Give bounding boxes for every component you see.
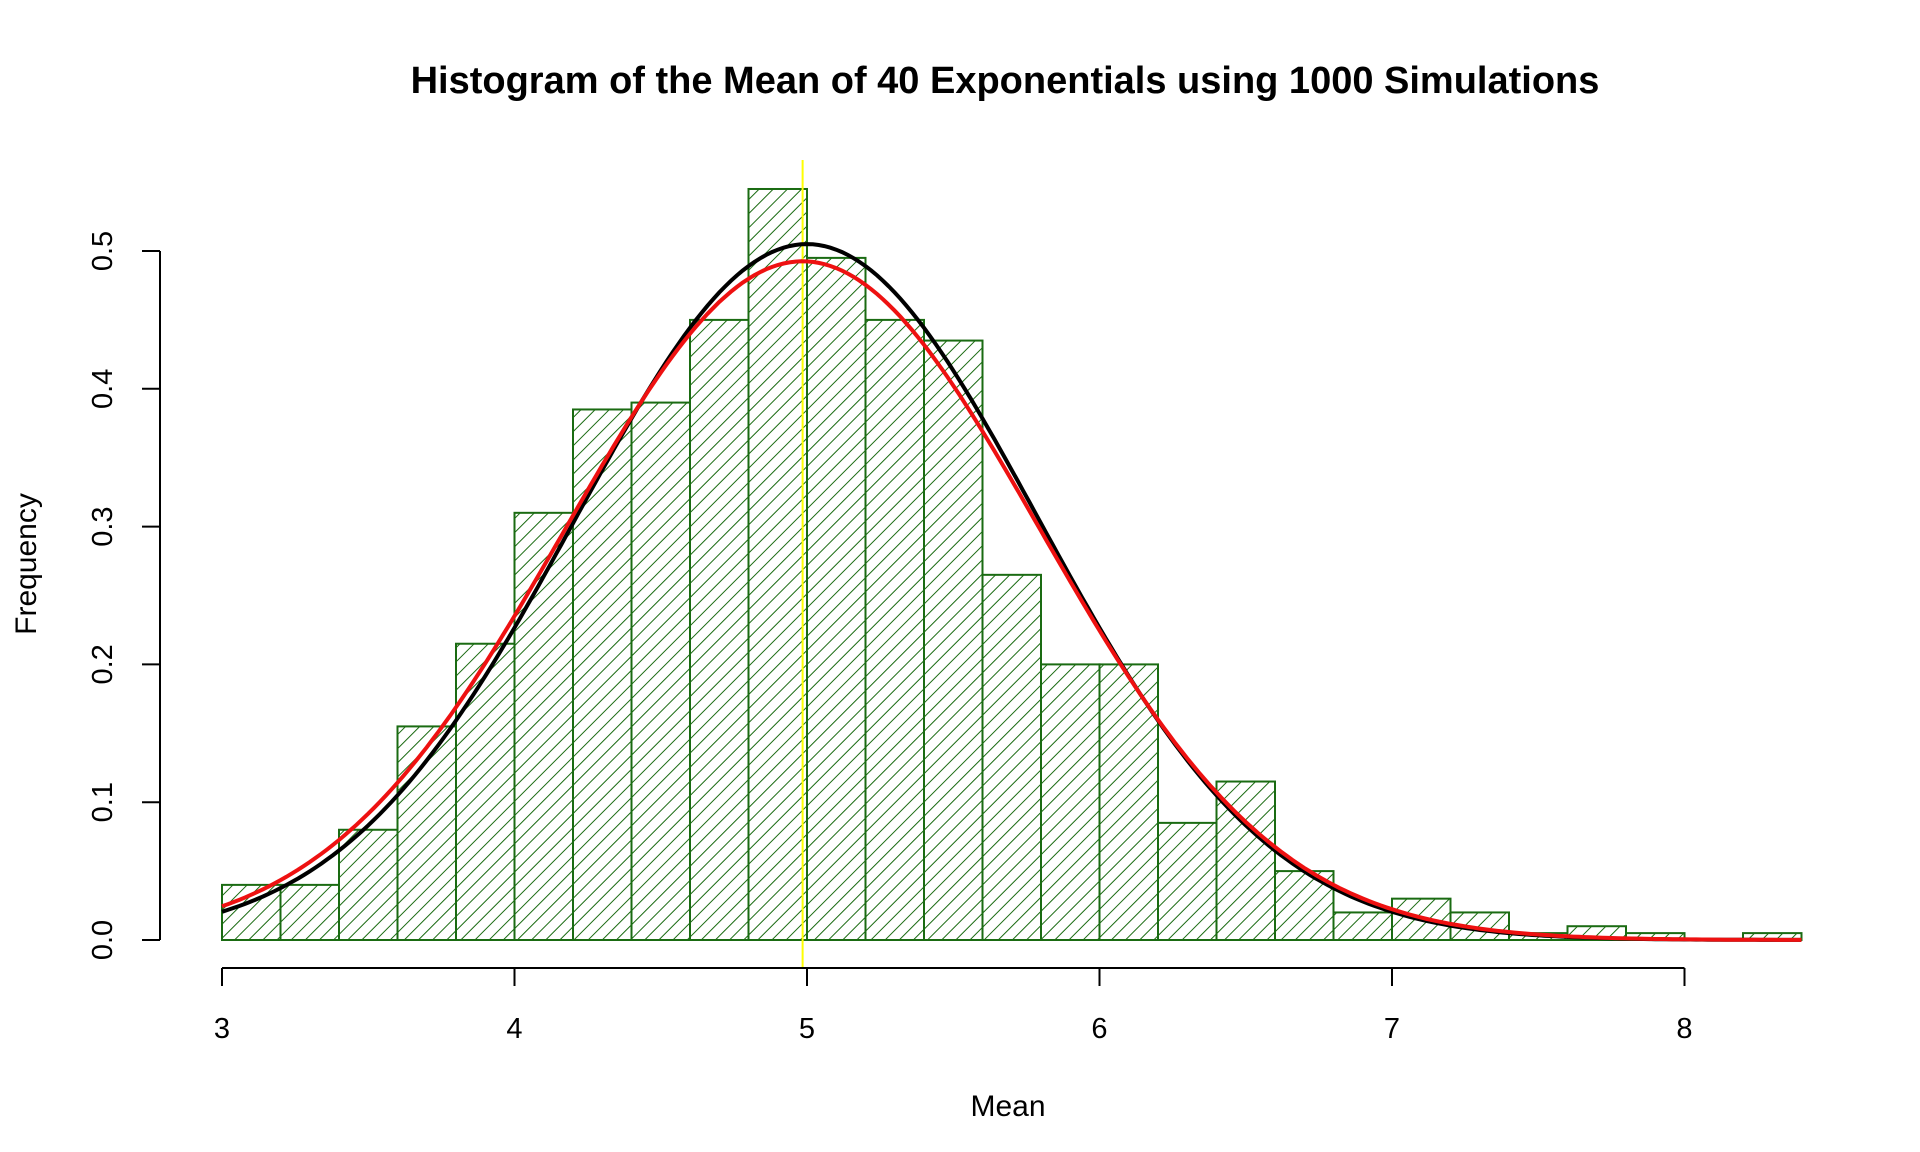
y-tick-label: 0.0	[87, 920, 119, 960]
histogram-bar	[1098, 663, 1159, 942]
x-tick-label: 3	[214, 1013, 230, 1045]
x-tick-label: 7	[1384, 1013, 1400, 1045]
histogram-bar	[806, 256, 867, 941]
bars-group	[221, 187, 1803, 942]
x-tick-label: 5	[799, 1013, 815, 1045]
x-tick-label: 8	[1676, 1013, 1692, 1045]
x-tick-label: 4	[506, 1013, 522, 1045]
y-axis-label: Frequency	[10, 493, 43, 635]
histogram-bar	[1040, 663, 1101, 942]
y-tick-label: 0.1	[87, 782, 119, 822]
histogram-bar	[1157, 821, 1218, 941]
histogram-bar	[1332, 911, 1393, 942]
histogram-bar	[513, 511, 574, 941]
histogram-bar	[981, 573, 1042, 942]
y-tick-label: 0.5	[87, 231, 119, 271]
histogram-bar	[279, 883, 340, 942]
histogram-bar	[630, 401, 691, 941]
x-axis: 3 4 5 6 7 8	[214, 967, 1693, 1045]
chart-title: Histogram of the Mean of 40 Exponentials…	[411, 60, 1600, 102]
histogram-bar	[923, 339, 984, 941]
histogram-bar	[572, 408, 633, 942]
y-tick-label: 0.3	[87, 506, 119, 546]
x-axis-label: Mean	[970, 1090, 1045, 1123]
y-tick-label: 0.4	[87, 369, 119, 409]
density-curves	[221, 242, 1802, 942]
y-axis: 0.0 0.1 0.2 0.3 0.4 0.5	[87, 231, 161, 960]
histogram-bar	[689, 318, 750, 941]
histogram-bar	[747, 187, 808, 942]
histogram-bar	[338, 828, 399, 942]
histogram-bar	[455, 642, 516, 941]
y-tick-label: 0.2	[87, 644, 119, 684]
x-tick-label: 6	[1091, 1013, 1107, 1045]
histogram-bar	[864, 318, 925, 941]
red-density-curve	[221, 259, 1802, 942]
